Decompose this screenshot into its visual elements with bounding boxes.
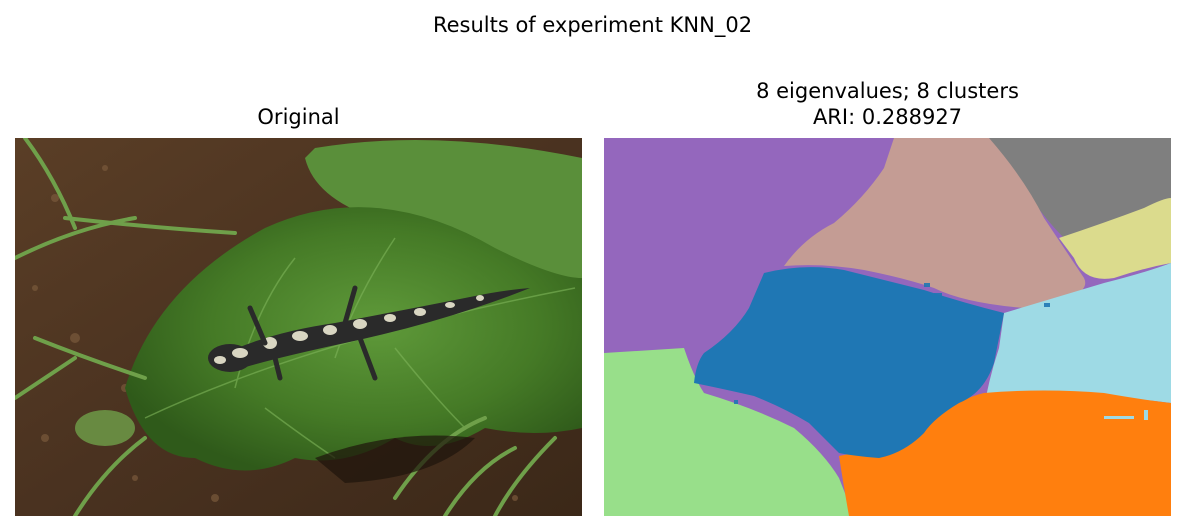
segmentation-image	[604, 138, 1171, 516]
cluster-khaki	[1059, 198, 1171, 279]
segmentation-panel-title: 8 eigenvalues; 8 clusters ARI: 0.288927	[604, 78, 1171, 130]
segmentation-title-line2: ARI: 0.288927	[812, 105, 963, 129]
salamander	[208, 285, 530, 381]
cluster-pink	[784, 138, 1086, 308]
cluster-lightblue	[984, 263, 1171, 408]
original-image	[15, 138, 582, 516]
upper-leaf	[305, 140, 582, 288]
figure-suptitle: Results of experiment KNN_02	[432, 13, 753, 37]
segmentation-title-line1: 8 eigenvalues; 8 clusters	[756, 79, 1019, 103]
cluster-orange	[839, 390, 1171, 516]
cluster-gray	[989, 138, 1171, 238]
cluster-blue	[694, 267, 1004, 458]
original-panel-title: Original	[257, 105, 340, 129]
cluster-lightgreen	[604, 348, 854, 516]
salamander-photo	[15, 138, 582, 516]
cluster-map	[604, 138, 1171, 516]
